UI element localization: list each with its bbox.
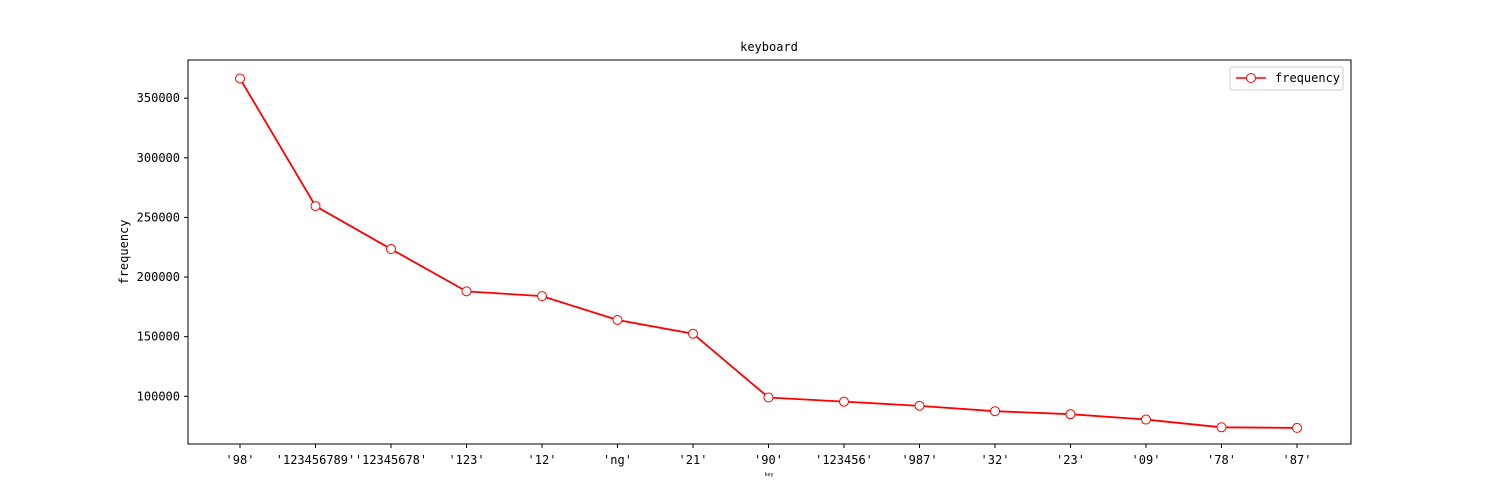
data-point bbox=[1216, 422, 1227, 433]
y-tick-label: 200000 bbox=[137, 270, 180, 284]
x-tick-label: '123456789' bbox=[276, 453, 355, 467]
chart-title: keyboard bbox=[740, 40, 798, 54]
data-point bbox=[763, 392, 774, 403]
x-tick-label: '987' bbox=[901, 453, 937, 467]
y-tick-label: 350000 bbox=[137, 91, 180, 105]
data-point bbox=[990, 406, 1000, 417]
data-point bbox=[461, 286, 472, 297]
data-point bbox=[839, 396, 849, 407]
data-point bbox=[612, 314, 623, 325]
x-tick-label: '21' bbox=[679, 453, 708, 467]
data-point bbox=[537, 291, 547, 302]
data-point bbox=[235, 73, 245, 84]
x-axis-label: key bbox=[764, 472, 773, 478]
x-tick-label: '09' bbox=[1132, 453, 1161, 467]
y-tick-label: 250000 bbox=[137, 210, 180, 224]
x-tick-label: '32' bbox=[981, 453, 1010, 467]
data-point bbox=[914, 400, 925, 411]
legend: frequency bbox=[1229, 66, 1344, 91]
data-point bbox=[1292, 422, 1302, 433]
x-tick-label: '90' bbox=[754, 453, 783, 467]
x-tick-label: '123' bbox=[448, 453, 484, 467]
x-tick-label: '78' bbox=[1207, 453, 1236, 467]
y-tick-label: 100000 bbox=[137, 389, 180, 403]
plot-area bbox=[187, 59, 1352, 445]
x-tick-label: '123456' bbox=[815, 453, 873, 467]
data-point bbox=[386, 244, 396, 255]
y-axis: 100000 150000 200000 250000 300000 350000 bbox=[137, 91, 188, 403]
x-tick-label: '98' bbox=[226, 453, 255, 467]
x-tick-label: '12' bbox=[528, 453, 557, 467]
x-tick-label: '23' bbox=[1056, 453, 1085, 467]
y-axis-label: frequency bbox=[117, 219, 131, 284]
series-group bbox=[235, 73, 1302, 433]
x-tick-label: '12345678' bbox=[355, 453, 427, 467]
x-axis: '98' '123456789' '12345678' '123' '12' 'ng' '2… bbox=[226, 444, 1312, 467]
data-point bbox=[1141, 414, 1151, 425]
data-point bbox=[1065, 409, 1076, 420]
legend-marker bbox=[1246, 73, 1256, 83]
legend-box bbox=[1229, 66, 1344, 91]
series-line bbox=[239, 78, 1298, 429]
y-tick-label: 150000 bbox=[137, 330, 180, 344]
x-tick-label: 'ng' bbox=[603, 453, 632, 467]
x-tick-label: '87' bbox=[1283, 453, 1312, 467]
legend-label: frequency bbox=[1275, 71, 1340, 85]
data-point bbox=[688, 328, 698, 339]
data-point bbox=[310, 201, 321, 212]
y-tick-label: 300000 bbox=[137, 151, 180, 165]
